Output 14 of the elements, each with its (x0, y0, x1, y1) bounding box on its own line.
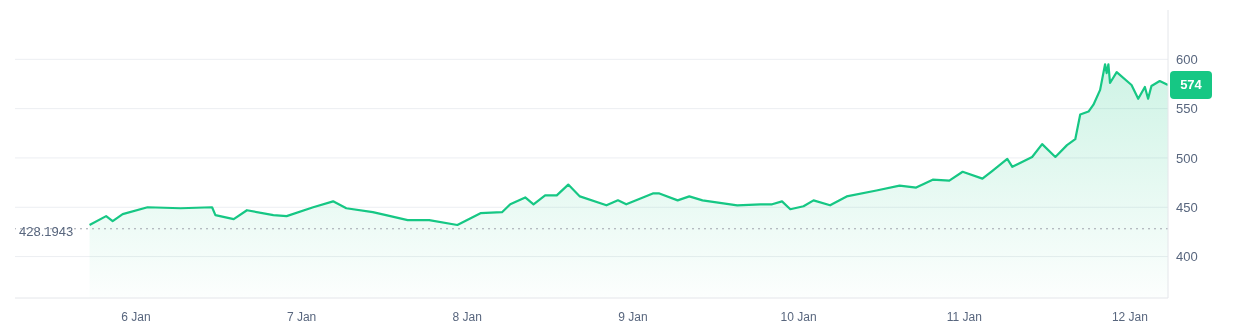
y-tick-label: 450 (1176, 199, 1198, 215)
y-tick-label: 600 (1176, 51, 1198, 67)
y-tick-label: 550 (1176, 101, 1198, 117)
x-tick-label: 9 Jan (618, 309, 648, 324)
x-tick-label: 7 Jan (286, 309, 317, 324)
x-tick-label: 6 Jan (121, 309, 151, 324)
x-tick-label: 11 Jan (946, 309, 982, 324)
x-tick-label: 8 Jan (452, 309, 482, 324)
y-tick-label: 400 (1176, 249, 1198, 265)
x-tick-label: 12 Jan (1111, 309, 1148, 324)
x-tick-label: 10 Jan (780, 309, 817, 324)
ref-line-label: 428.1943 (19, 224, 74, 240)
y-tick-label: 500 (1176, 150, 1198, 166)
annotation: 574 (1180, 77, 1203, 93)
